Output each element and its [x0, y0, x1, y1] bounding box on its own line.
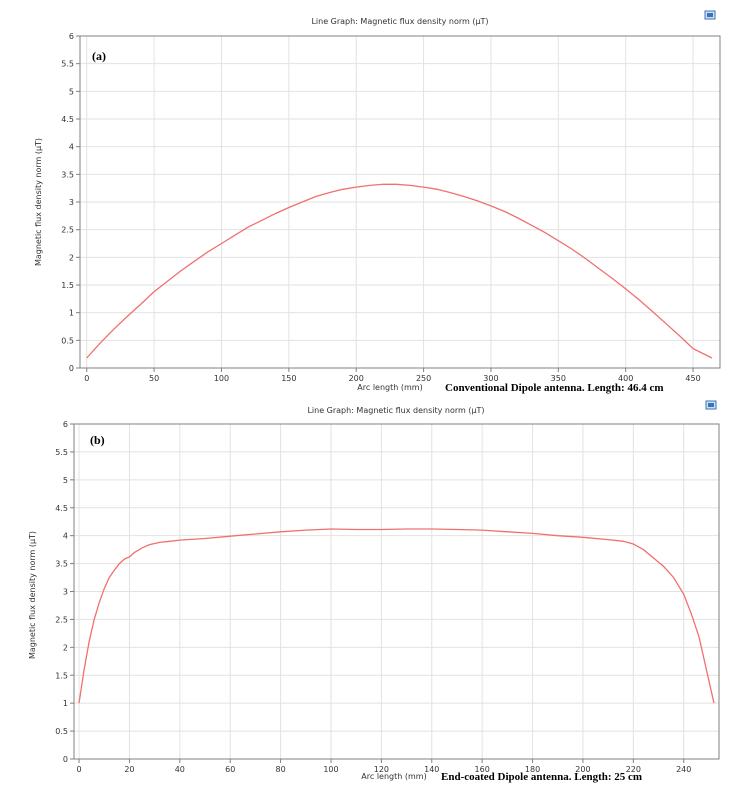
chart-a-x-tick-label: 250	[416, 374, 431, 383]
chart-b-x-tick-label: 100	[323, 765, 338, 774]
chart-b-x-tick-label: 40	[175, 765, 185, 774]
chart-b-y-tick-label: 6	[63, 420, 68, 429]
chart-a-y-axis-label: Magnetic flux density norm (µT)	[34, 138, 43, 266]
chart-a-x-tick-label: 350	[551, 374, 566, 383]
chart-a-title: Line Graph: Magnetic flux density norm (…	[311, 17, 488, 26]
chart-b-x-tick-label: 80	[276, 765, 286, 774]
chart-b-y-tick-label: 5.5	[55, 448, 68, 457]
chart-a-x-axis-label: Arc length (mm)	[357, 383, 422, 392]
chart-b-y-tick-label: 2.5	[55, 615, 68, 624]
chart-b-series-line	[78, 528, 715, 704]
chart-a-y-tick-label: 0	[69, 364, 74, 373]
chart-b-x-tick-label: 0	[76, 765, 81, 774]
chart-a-y-tick-label: 1	[69, 309, 74, 318]
chart-b-svg: Line Graph: Magnetic flux density norm (…	[28, 400, 720, 783]
chart-a-y-tick-label: 4	[69, 143, 74, 152]
chart-b-x-tick-label: 160	[475, 765, 490, 774]
chart-b-y-tick-label: 2	[63, 643, 68, 652]
chart-a-y-tick-label: 2	[69, 253, 74, 262]
chart-b-y-tick-label: 0	[63, 755, 68, 764]
chart-a-export-icon[interactable]	[704, 10, 716, 20]
chart-a-y-tick-label: 5.5	[61, 60, 74, 69]
chart-a-y-tick-label: 4.5	[61, 115, 74, 124]
chart-a-x-tick-label: 200	[349, 374, 364, 383]
chart-b-x-axis-label: Arc length (mm)	[361, 772, 426, 781]
chart-b-y-tick-label: 4.5	[55, 504, 68, 513]
chart-b-x-tick-label: 180	[525, 765, 540, 774]
chart-b-panel-label: (b)	[90, 433, 105, 447]
chart-a-y-tick-label: 1.5	[61, 281, 74, 290]
chart-b-x-tick-label: 140	[424, 765, 439, 774]
chart-b-y-tick-label: 4	[63, 532, 68, 541]
chart-a-x-tick-label: 450	[685, 374, 700, 383]
chart-a-x-tick-label: 50	[149, 374, 159, 383]
chart-a-series-line	[86, 183, 713, 359]
chart-b-caption: End-coated Dipole antenna. Length: 25 cm	[441, 771, 642, 783]
chart-a-x-tick-label: 150	[281, 374, 296, 383]
chart-a-x-tick-label: 100	[214, 374, 229, 383]
chart-panel-a: Line Graph: Magnetic flux density norm (…	[0, 0, 747, 395]
chart-a-panel-label: (a)	[92, 49, 106, 63]
chart-a-y-tick-label: 6	[69, 32, 74, 41]
chart-a-caption: Conventional Dipole antenna. Length: 46.…	[445, 382, 664, 394]
chart-b-title: Line Graph: Magnetic flux density norm (…	[307, 406, 484, 415]
chart-a-y-tick-label: 3.5	[61, 170, 74, 179]
chart-b-y-tick-label: 1.5	[55, 671, 68, 680]
chart-panel-b: Line Graph: Magnetic flux density norm (…	[0, 395, 747, 805]
chart-a-x-tick-label: 300	[483, 374, 498, 383]
chart-b-y-tick-label: 5	[63, 476, 68, 485]
chart-a-y-tick-label: 3	[69, 198, 74, 207]
chart-b-x-tick-label: 120	[374, 765, 389, 774]
chart-b-y-tick-label: 3	[63, 588, 68, 597]
chart-b-y-tick-label: 1	[63, 699, 68, 708]
chart-b-x-tick-label: 240	[676, 765, 691, 774]
chart-a-svg: Line Graph: Magnetic flux density norm (…	[34, 10, 721, 394]
chart-b-y-axis-label: Magnetic flux density norm (µT)	[28, 531, 37, 659]
chart-b-y-tick-label: 0.5	[55, 727, 68, 736]
chart-a-x-tick-label: 400	[618, 374, 633, 383]
chart-b-x-tick-label: 20	[124, 765, 134, 774]
chart-a-y-tick-label: 0.5	[61, 336, 74, 345]
chart-b-x-tick-label: 220	[626, 765, 641, 774]
chart-a-y-tick-label: 2.5	[61, 226, 74, 235]
chart-b-export-icon[interactable]	[705, 400, 717, 410]
chart-a-x-tick-label: 0	[84, 374, 89, 383]
chart-b-x-tick-label: 60	[225, 765, 235, 774]
chart-b-y-tick-label: 3.5	[55, 560, 68, 569]
chart-b-x-tick-label: 200	[575, 765, 590, 774]
chart-a-y-tick-label: 5	[69, 87, 74, 96]
